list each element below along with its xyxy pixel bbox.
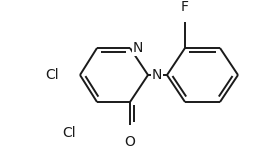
Text: N: N bbox=[152, 68, 162, 82]
Text: Cl: Cl bbox=[62, 126, 76, 140]
Text: O: O bbox=[125, 135, 135, 149]
Text: F: F bbox=[181, 0, 189, 14]
Text: Cl: Cl bbox=[45, 68, 59, 82]
Text: N: N bbox=[133, 41, 143, 55]
